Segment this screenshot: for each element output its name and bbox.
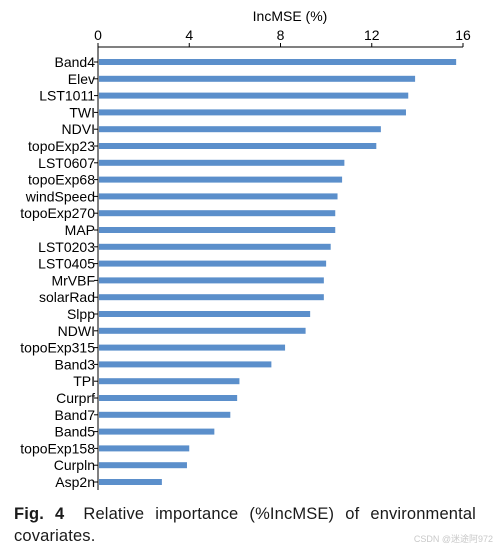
category-labels: Band4ElevLST1011TWINDVItopoExp23LST0607t… xyxy=(20,54,95,490)
category-label: TWI xyxy=(69,104,95,120)
bar-mrvbf xyxy=(99,277,324,284)
category-label: NDWI xyxy=(58,323,95,339)
category-label: LST0405 xyxy=(38,256,95,272)
bar-lst0203 xyxy=(99,243,331,250)
bar-map xyxy=(99,227,336,233)
category-label: TPI xyxy=(73,373,95,389)
bar-elev xyxy=(99,75,416,82)
bar-windspeed xyxy=(99,193,338,200)
x-tick-label: 8 xyxy=(277,27,285,43)
category-label: topoExp158 xyxy=(20,440,95,456)
bar-topoexp68 xyxy=(99,176,343,183)
category-label: Slpp xyxy=(67,306,95,322)
category-label: Curpln xyxy=(54,457,95,473)
bar-ndwi xyxy=(99,327,306,334)
category-label: Band4 xyxy=(55,54,96,70)
category-label: topoExp270 xyxy=(20,205,95,221)
bar-topoexp23 xyxy=(99,143,377,149)
x-tick-label: 4 xyxy=(185,27,193,43)
bar-band7 xyxy=(99,411,231,418)
category-label: LST1011 xyxy=(39,88,95,104)
x-tick-label: 0 xyxy=(94,27,102,43)
watermark: CSDN @迷途阿972 xyxy=(413,534,493,544)
bar-tpi xyxy=(99,378,240,385)
bar-band5 xyxy=(99,428,215,435)
figure-label: Fig. 4 xyxy=(14,505,65,523)
x-axis: 0 4 8 12 16 xyxy=(94,27,471,48)
category-label: windSpeed xyxy=(25,188,95,204)
x-tick-label: 16 xyxy=(455,27,471,43)
category-label: topoExp68 xyxy=(28,172,95,188)
bar-ndvi xyxy=(99,126,381,133)
figure-caption: Fig. 4 Relative importance (%IncMSE) of … xyxy=(14,503,476,547)
category-label: Elev xyxy=(68,71,95,87)
caption-text: Relative importance (%IncMSE) of environ… xyxy=(14,505,476,545)
bar-curprf xyxy=(99,395,238,401)
category-label: Band3 xyxy=(55,356,96,372)
bar-band3 xyxy=(99,361,272,368)
bar-lst1011 xyxy=(99,92,409,99)
bar-topoexp270 xyxy=(99,210,336,217)
bar-slpp xyxy=(99,311,311,317)
category-label: topoExp23 xyxy=(28,138,95,154)
bar-curpln xyxy=(99,462,187,469)
category-label: MrVBF xyxy=(51,272,95,288)
bars-group xyxy=(99,59,457,485)
bar-topoexp158 xyxy=(99,445,190,452)
category-label: Band7 xyxy=(55,407,96,423)
category-label: NDVI xyxy=(62,121,95,137)
category-label: MAP xyxy=(65,222,95,238)
category-label: Band5 xyxy=(55,424,96,440)
bar-asp2n xyxy=(99,479,162,485)
bar-twi xyxy=(99,109,406,116)
x-tick-label: 12 xyxy=(364,27,380,43)
y-axis xyxy=(94,47,99,490)
bar-lst0607 xyxy=(99,159,345,166)
x-axis-title: IncMSE (%) xyxy=(253,8,328,24)
bar-lst0405 xyxy=(99,260,327,267)
category-label: topoExp315 xyxy=(20,340,95,356)
bar-band4 xyxy=(99,59,457,65)
category-label: solarRad xyxy=(39,289,95,305)
category-label: Asp2n xyxy=(55,474,95,490)
category-label: LST0203 xyxy=(38,239,95,255)
bar-chart: IncMSE (%) 0 4 8 12 16 Band4ElevLST1011TWIND… xyxy=(20,8,471,490)
bar-topoexp315 xyxy=(99,344,286,351)
bar-solarrad xyxy=(99,294,324,301)
category-label: LST0607 xyxy=(38,155,95,171)
category-label: Curprf xyxy=(56,390,95,406)
